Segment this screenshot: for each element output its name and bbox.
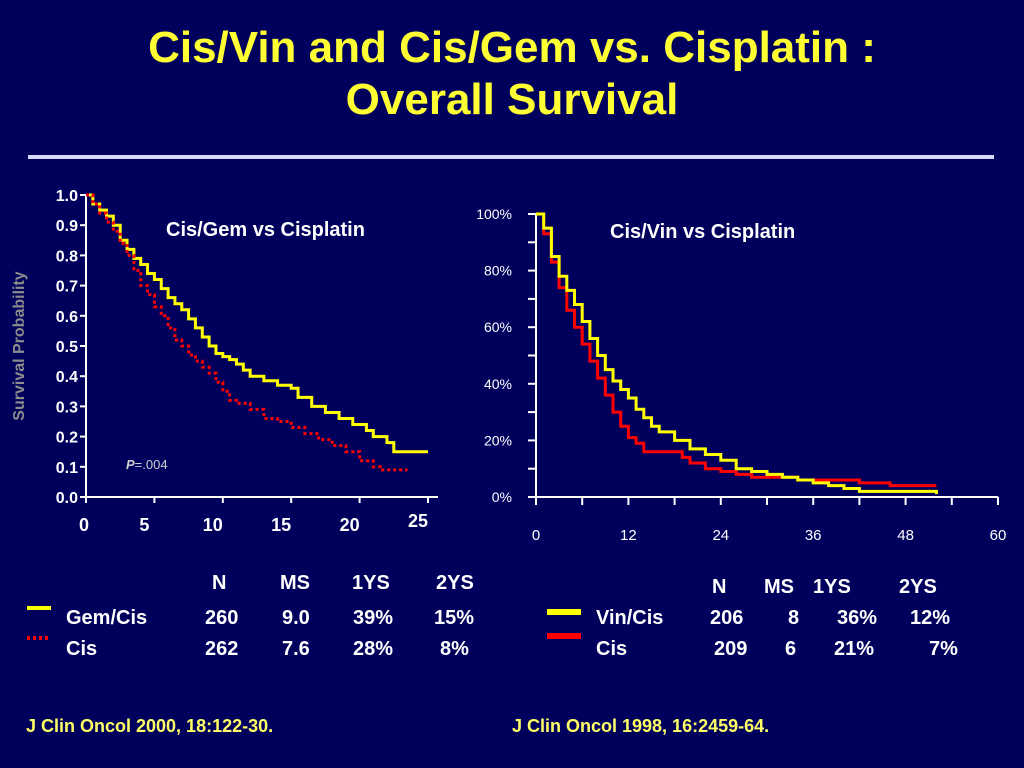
cisgem-y-tick-label: 0.0 — [56, 490, 78, 507]
cisgem-row-1ys: 39% — [353, 607, 394, 629]
vincis-row-label: Vin/Cis — [596, 607, 664, 629]
cisvin-header-1ys: 1YS — [813, 576, 851, 598]
cisgem-y-tick-label: 0.4 — [56, 369, 78, 386]
cis-row-ms: 7.6 — [282, 638, 310, 660]
cisvin-x-tick-label: 12 — [620, 527, 637, 544]
cisvin-x-tick-label: 60 — [990, 527, 1007, 544]
cisgem-y-tick-label: 0.3 — [56, 399, 78, 416]
cisgem-y-tick-label: 0.6 — [56, 309, 78, 326]
cisvin-header-n: N — [712, 576, 727, 598]
cisgem-y-axis-label: Survival Probability — [11, 271, 28, 420]
cisgem-header-n: N — [212, 572, 227, 594]
cisgem-row-label: Gem/Cis — [66, 607, 148, 629]
cisgem-y-tick-label: 0.8 — [56, 248, 78, 265]
cisgem-header-1ys: 1YS — [352, 572, 390, 594]
cisgem-x-tick-label: 15 — [271, 515, 291, 535]
vincis-row-ms: 8 — [788, 607, 800, 629]
cisvin-cis-row-1ys: 21% — [834, 638, 875, 660]
cisgem-header-ms: MS — [280, 572, 310, 594]
cisgem-header-2ys: 2YS — [436, 572, 474, 594]
cisgem-x-tick-label: 0 — [79, 515, 89, 535]
vincis-row-1ys: 36% — [837, 607, 878, 629]
cisvin-chart: 0% 20% 40% 60% 80% 100% 0 12 24 36 48 60 Cis/Vin vs … — [476, 206, 1006, 544]
cisgem-x-tick-label: 25 — [408, 511, 428, 531]
cisgem-y-tick-label: 0.7 — [56, 279, 78, 296]
cisgem-series-cis-line — [86, 193, 408, 472]
cisgem-y-tick-label: 0.2 — [56, 430, 78, 447]
cisvin-cis-row-label: Cis — [596, 638, 628, 660]
cisgem-x-tick-label: 5 — [139, 515, 149, 535]
cisvin-cis-row-ms: 6 — [785, 638, 797, 660]
cisgem-x-tick-label: 10 — [203, 515, 223, 535]
cisvin-x-tick-label: 48 — [897, 527, 914, 544]
cisvin-x-tick-label: 36 — [805, 527, 822, 544]
cisvin-series-vincis-line — [536, 212, 938, 495]
cisvin-header-2ys: 2YS — [899, 576, 937, 598]
cis-row-n: 262 — [205, 638, 239, 660]
reference-left: J Clin Oncol 2000, 18:122-30. — [26, 716, 274, 736]
cisgem-p-value: P=.004 — [126, 457, 168, 472]
cis-row-1ys: 28% — [353, 638, 394, 660]
cisgem-y-tick-label: 0.9 — [56, 218, 78, 235]
cisgem-y-tick-label: 1.0 — [56, 188, 78, 205]
title-divider — [28, 155, 994, 159]
cisvin-series-cis-line — [536, 212, 937, 488]
cisvin-x-tick-label: 24 — [712, 527, 729, 544]
cisvin-y-tick-label: 100% — [476, 206, 512, 222]
cisgem-x-tick-label: 20 — [340, 515, 360, 535]
cisgem-legend-swatches — [27, 606, 51, 640]
cisgem-chart: 0.0 0.1 0.2 0.3 0.4 0.5 0.6 0.7 0.8 0.9 1.0 0 5 10 15 2… — [11, 188, 438, 535]
title-line-2: Overall Survival — [345, 75, 679, 124]
cisgem-chart-title: Cis/Gem vs Cisplatin — [166, 219, 365, 241]
cisvin-cis-row-2ys: 7% — [929, 638, 958, 660]
cisgem-row-ms: 9.0 — [282, 607, 310, 629]
cisvin-cis-row-n: 209 — [714, 638, 748, 660]
cisgem-row-2ys: 15% — [434, 607, 475, 629]
cisvin-y-tick-label: 60% — [484, 319, 512, 335]
cisvin-header-ms: MS — [764, 576, 794, 598]
vincis-row-n: 206 — [710, 607, 744, 629]
cisvin-y-tick-label: 20% — [484, 432, 512, 448]
title-line-1: Cis/Vin and Cis/Gem vs. Cisplatin : — [148, 23, 876, 72]
cisgem-y-tick-label: 0.1 — [56, 460, 78, 477]
cisvin-y-tick-label: 0% — [492, 489, 512, 505]
cisvin-legend-swatches — [547, 609, 581, 639]
slide-title: Cis/Vin and Cis/Gem vs. Cisplatin : Over… — [0, 22, 1024, 126]
cisvin-x-tick-label: 0 — [532, 527, 540, 544]
cisgem-p-label: P — [126, 457, 135, 472]
cisvin-y-tick-label: 80% — [484, 263, 512, 279]
cisvin-chart-title: Cis/Vin vs Cisplatin — [610, 221, 795, 243]
cisgem-y-tick-label: 0.5 — [56, 339, 78, 356]
cis-row-label: Cis — [66, 638, 98, 660]
cisgem-row-n: 260 — [205, 607, 239, 629]
reference-right: J Clin Oncol 1998, 16:2459-64. — [512, 716, 770, 736]
cisgem-series-gemcis-line — [86, 193, 428, 454]
vincis-row-2ys: 12% — [910, 607, 951, 629]
cisgem-p-number: =.004 — [135, 457, 168, 472]
cisvin-y-tick-label: 40% — [484, 376, 512, 392]
cis-row-2ys: 8% — [440, 638, 469, 660]
